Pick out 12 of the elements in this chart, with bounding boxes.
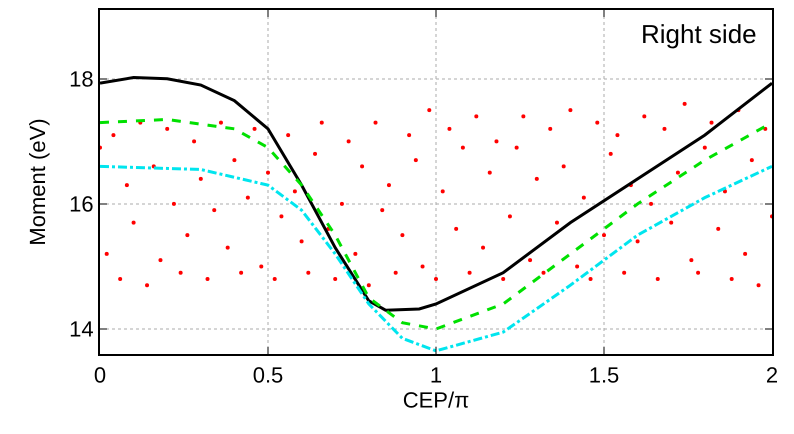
y-tick-label: 14 xyxy=(69,316,94,342)
x-tick-label: 0.5 xyxy=(252,362,284,388)
x-tick-label: 1.5 xyxy=(588,362,620,388)
y-tick-label: 18 xyxy=(69,66,94,92)
x-tick-label: 0 xyxy=(94,362,106,388)
annotation: Right side xyxy=(641,19,757,49)
x-tick-label: 2 xyxy=(766,362,778,388)
y-tick-label: 16 xyxy=(69,192,94,217)
line-series xyxy=(100,164,772,352)
x-axis-title: CEP/π xyxy=(402,387,470,412)
y-axis-title: Moment (eV) xyxy=(25,118,50,246)
x-tick-label: 1 xyxy=(430,362,442,388)
